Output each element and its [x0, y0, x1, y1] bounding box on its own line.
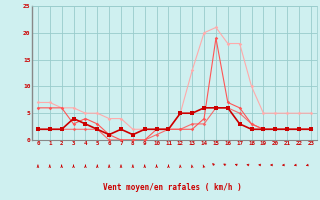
Text: Vent moyen/en rafales ( km/h ): Vent moyen/en rafales ( km/h ) — [103, 183, 242, 192]
